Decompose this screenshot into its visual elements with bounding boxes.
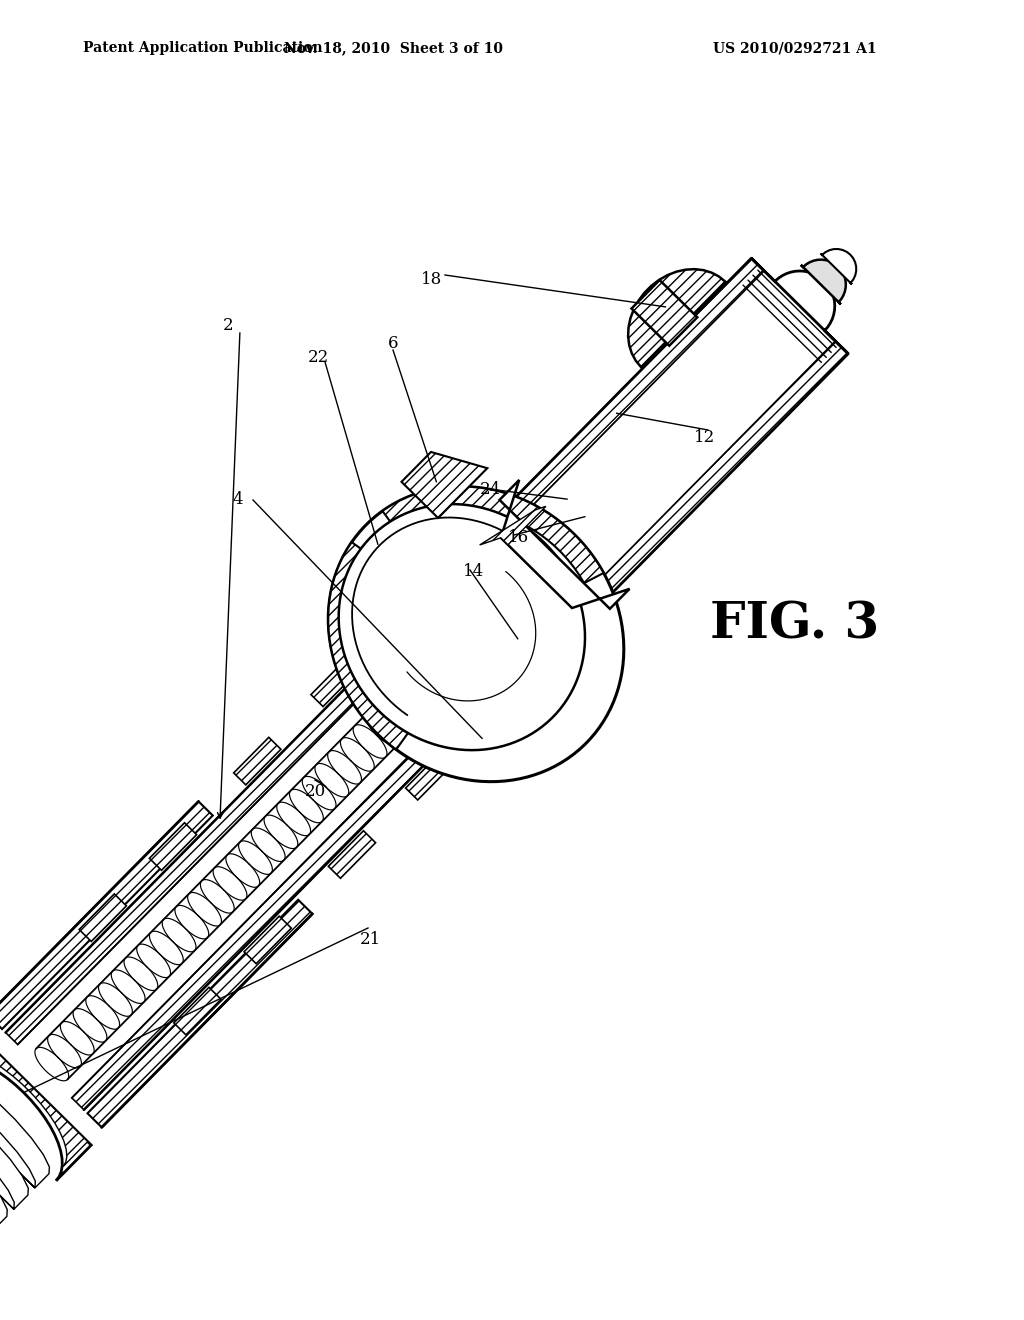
- Polygon shape: [479, 507, 546, 545]
- Text: FIG. 3: FIG. 3: [711, 601, 880, 649]
- Polygon shape: [339, 504, 585, 750]
- Text: 12: 12: [694, 429, 716, 446]
- Polygon shape: [150, 822, 197, 870]
- Polygon shape: [0, 801, 213, 1030]
- Polygon shape: [329, 830, 376, 878]
- Text: 21: 21: [359, 931, 381, 948]
- Polygon shape: [801, 260, 846, 305]
- Polygon shape: [311, 659, 358, 706]
- Polygon shape: [233, 738, 281, 785]
- Polygon shape: [0, 1110, 7, 1230]
- Polygon shape: [0, 1026, 91, 1180]
- Polygon shape: [5, 541, 503, 1044]
- Polygon shape: [0, 1089, 29, 1209]
- Polygon shape: [329, 543, 408, 750]
- Polygon shape: [467, 259, 764, 560]
- Text: US 2010/0292721 A1: US 2010/0292721 A1: [713, 41, 877, 55]
- Text: 6: 6: [388, 334, 398, 351]
- Text: 2: 2: [222, 317, 233, 334]
- Polygon shape: [244, 916, 291, 964]
- Text: 22: 22: [307, 348, 329, 366]
- Polygon shape: [401, 451, 487, 517]
- Polygon shape: [382, 487, 603, 583]
- Polygon shape: [406, 752, 453, 800]
- Text: 16: 16: [508, 529, 528, 546]
- Polygon shape: [87, 900, 312, 1127]
- Polygon shape: [500, 480, 630, 609]
- Text: 18: 18: [421, 272, 442, 289]
- Text: Nov. 18, 2010  Sheet 3 of 10: Nov. 18, 2010 Sheet 3 of 10: [284, 41, 503, 55]
- Text: 14: 14: [464, 564, 484, 581]
- Text: 4: 4: [232, 491, 244, 508]
- Polygon shape: [820, 249, 856, 284]
- Polygon shape: [0, 1068, 49, 1188]
- Polygon shape: [72, 607, 568, 1110]
- Polygon shape: [551, 341, 848, 642]
- Polygon shape: [752, 259, 848, 354]
- Polygon shape: [36, 636, 475, 1080]
- Polygon shape: [480, 271, 836, 630]
- Text: 20: 20: [304, 784, 326, 800]
- Polygon shape: [174, 987, 221, 1035]
- Polygon shape: [329, 487, 624, 781]
- Polygon shape: [0, 1030, 88, 1167]
- Polygon shape: [79, 894, 126, 941]
- Text: Patent Application Publication: Patent Application Publication: [83, 41, 323, 55]
- Polygon shape: [632, 280, 697, 346]
- Text: 24: 24: [479, 482, 501, 499]
- Polygon shape: [628, 269, 725, 367]
